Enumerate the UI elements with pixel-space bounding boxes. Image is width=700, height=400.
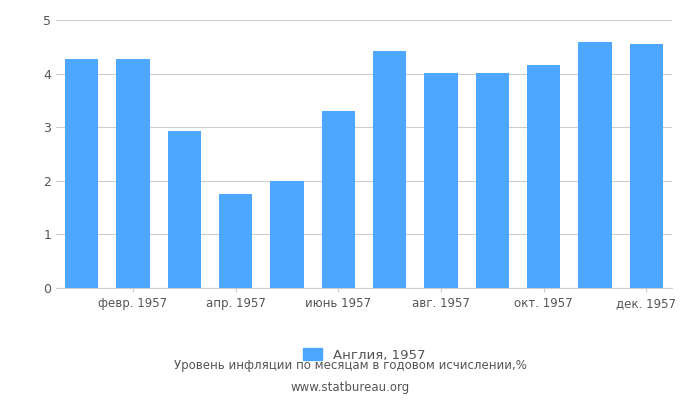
Bar — [476, 73, 509, 288]
Text: Уровень инфляции по месяцам в годовом исчислении,%: Уровень инфляции по месяцам в годовом ис… — [174, 360, 526, 372]
Legend: Англия, 1957: Англия, 1957 — [298, 343, 430, 367]
Bar — [630, 44, 663, 288]
Bar — [219, 194, 252, 288]
Bar — [65, 59, 98, 288]
Bar — [270, 181, 304, 288]
Bar — [116, 59, 150, 288]
Bar — [527, 65, 560, 288]
Bar — [424, 73, 458, 288]
Bar — [373, 51, 406, 288]
Text: www.statbureau.org: www.statbureau.org — [290, 382, 410, 394]
Bar — [167, 132, 201, 288]
Bar — [321, 111, 355, 288]
Bar — [578, 42, 612, 288]
